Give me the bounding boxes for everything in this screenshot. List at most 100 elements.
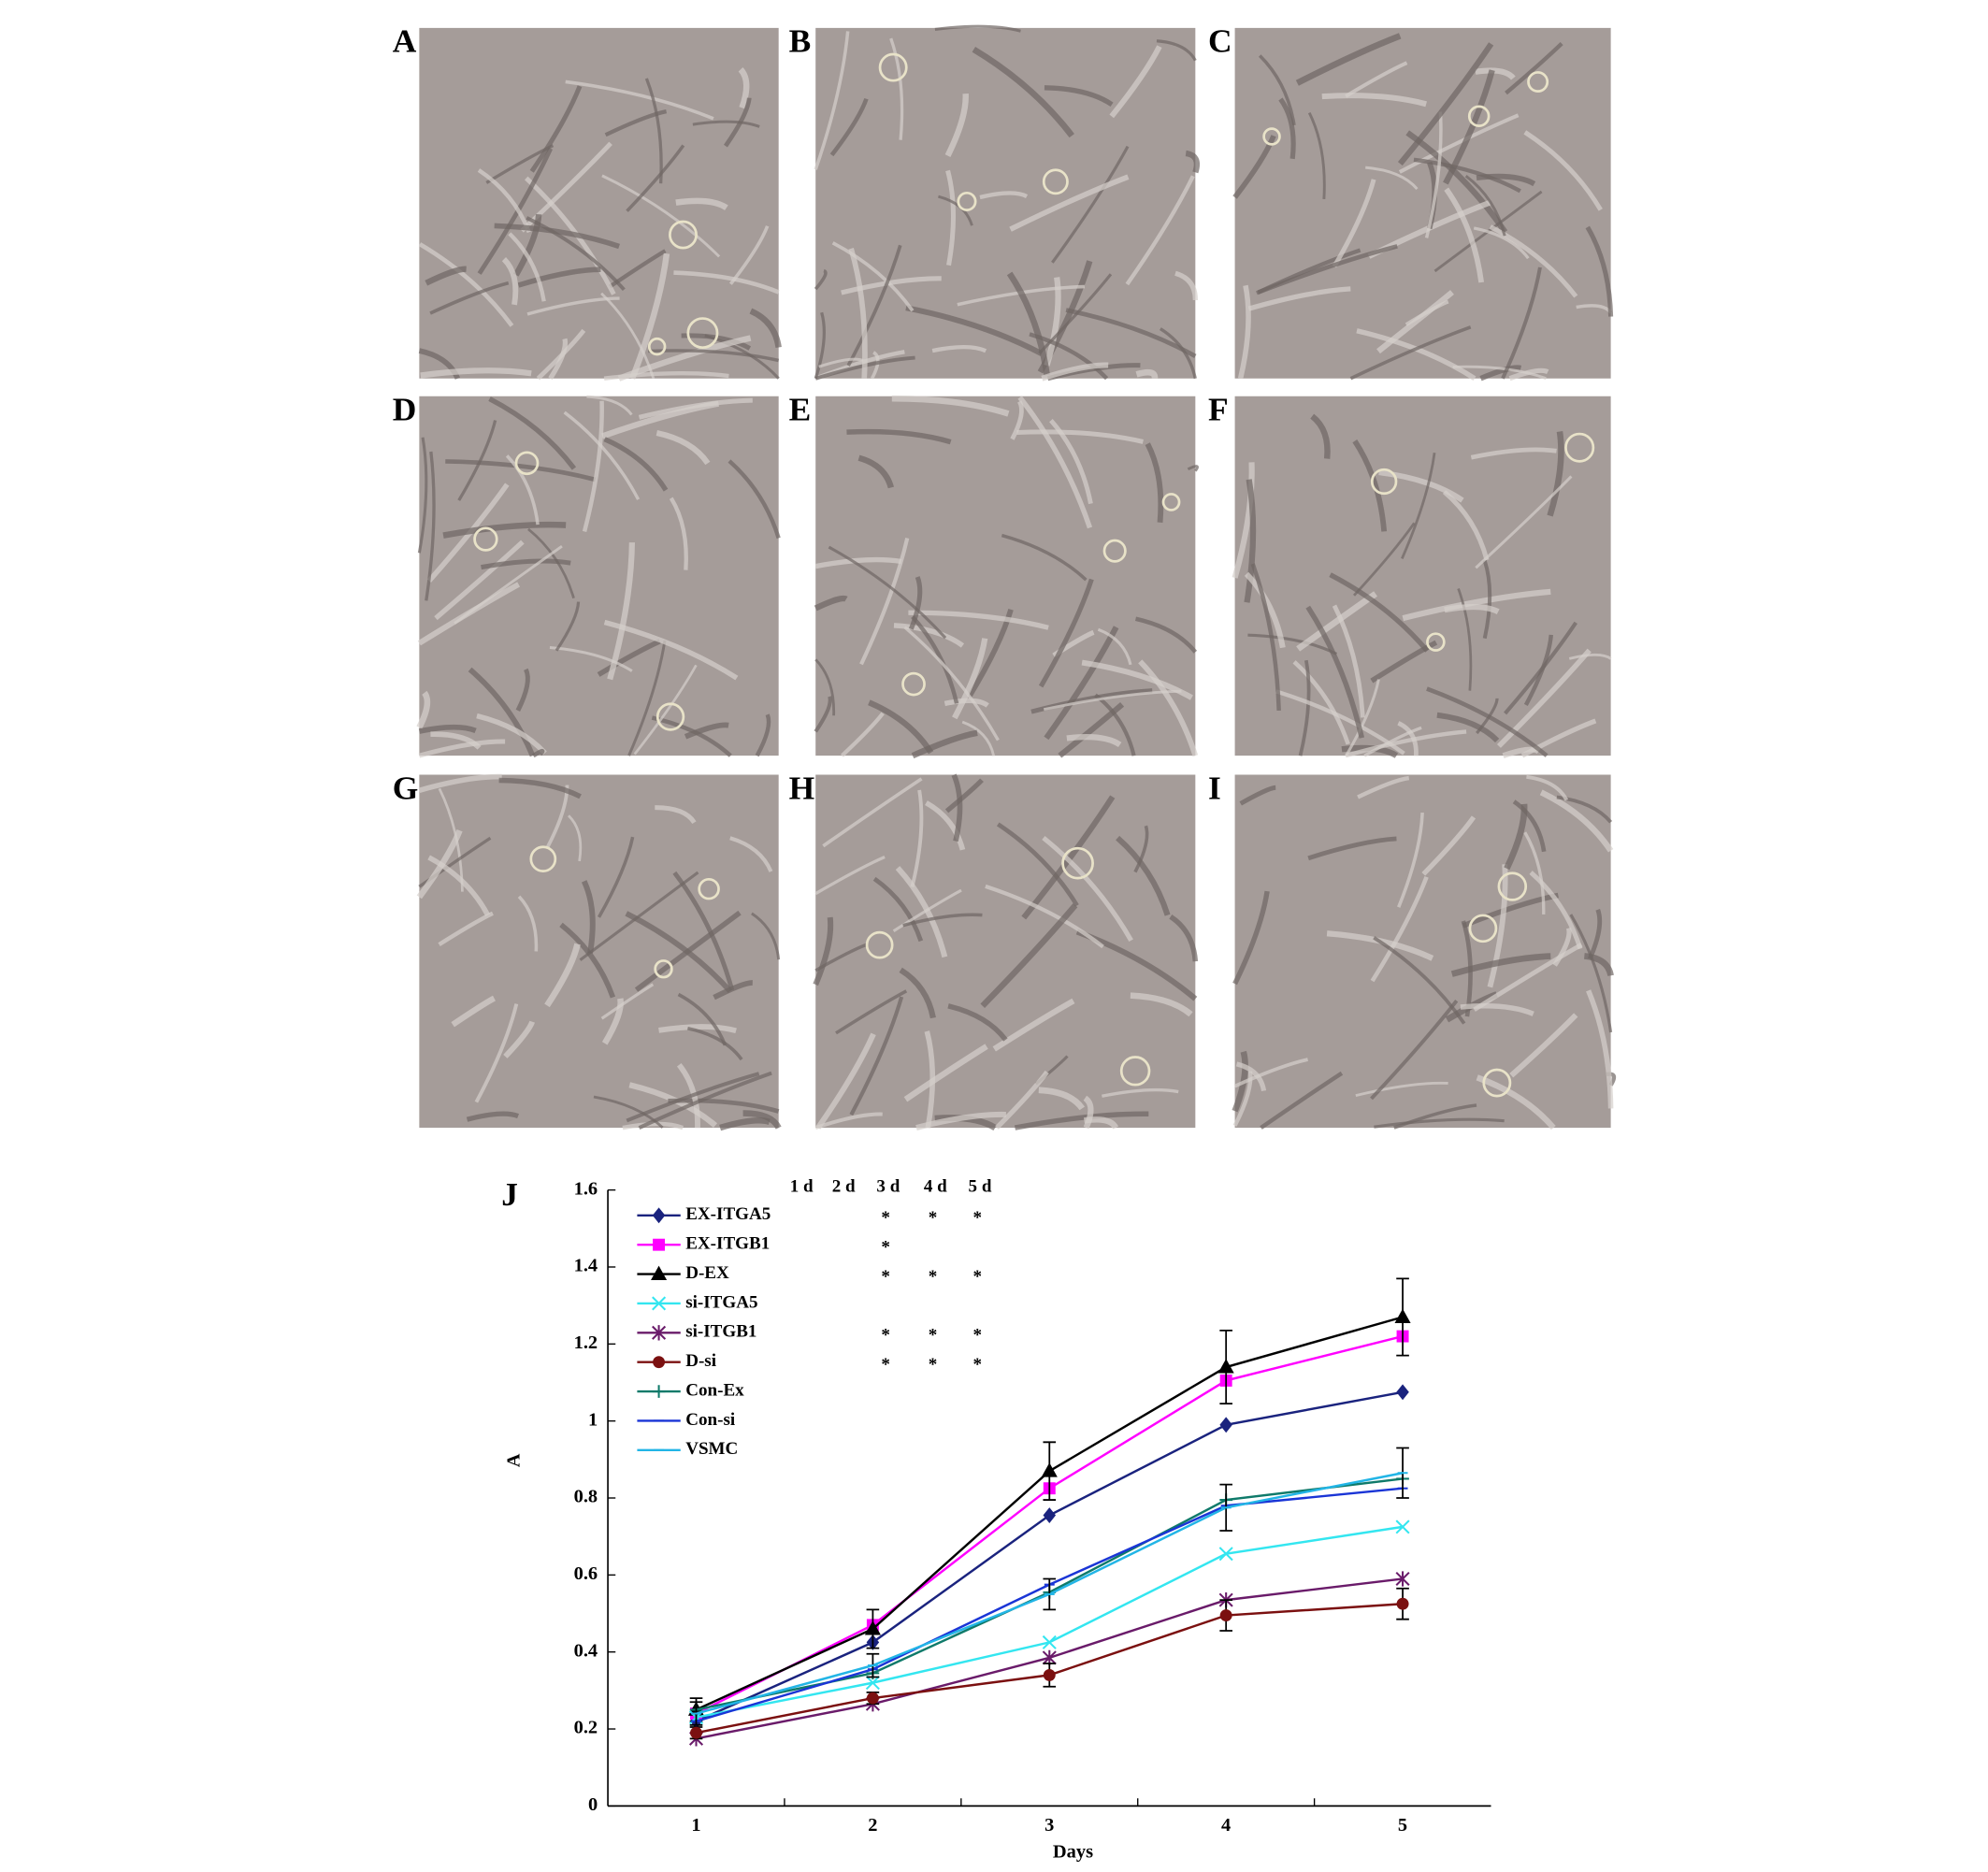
cell	[1587, 909, 1603, 960]
marker	[1219, 1609, 1232, 1622]
series	[688, 1519, 1410, 1725]
cell	[1505, 41, 1563, 95]
cell	[457, 420, 497, 501]
cell	[1332, 604, 1365, 718]
panel-label: J	[501, 1175, 518, 1213]
cell	[559, 922, 616, 999]
legend-marker	[652, 1207, 666, 1224]
cell	[626, 1072, 760, 1123]
cell	[1041, 362, 1109, 382]
cell	[1397, 721, 1419, 756]
cell-round	[514, 451, 540, 476]
cell	[501, 257, 519, 306]
cell	[931, 344, 987, 353]
cell	[727, 459, 781, 540]
cell	[1235, 1061, 1267, 1092]
cell	[749, 308, 782, 349]
cell	[1038, 273, 1113, 354]
cell	[673, 270, 780, 295]
cell	[889, 37, 904, 140]
cell	[1038, 1087, 1086, 1111]
micrograph	[419, 774, 779, 1129]
significance-mark: *	[881, 1208, 890, 1228]
cell	[902, 913, 983, 928]
panel-label: E	[789, 391, 812, 428]
cell	[420, 367, 532, 379]
cell	[704, 334, 780, 380]
cell	[1156, 39, 1197, 62]
cell	[603, 437, 669, 492]
cell	[1310, 413, 1331, 459]
cell	[517, 266, 601, 288]
cell	[597, 639, 661, 677]
marker	[1043, 1668, 1056, 1681]
cell	[586, 395, 633, 416]
x-tick-label: 2	[868, 1815, 877, 1836]
significance-mark: *	[881, 1355, 890, 1375]
cell	[1363, 726, 1422, 757]
cell	[494, 223, 621, 250]
cell	[934, 24, 1021, 33]
cell	[814, 31, 850, 170]
cell	[1345, 679, 1380, 756]
cell	[1473, 226, 1530, 260]
cell	[675, 197, 728, 210]
cell	[508, 232, 546, 302]
legend-label: Con-Ex	[685, 1380, 744, 1400]
cell	[1247, 286, 1351, 311]
cell	[814, 556, 902, 569]
cell-round	[1370, 468, 1398, 496]
cell	[822, 777, 923, 848]
cell	[1081, 659, 1193, 700]
cell	[1424, 111, 1443, 238]
cell	[1260, 1071, 1344, 1130]
cell	[1509, 1013, 1578, 1078]
cell	[529, 85, 583, 173]
cell	[818, 357, 864, 368]
cell	[445, 459, 597, 482]
cell	[891, 395, 1010, 417]
cell	[1134, 616, 1198, 654]
cell	[755, 713, 771, 757]
cell	[1583, 953, 1614, 977]
significance-mark: *	[973, 1355, 983, 1375]
cell	[505, 454, 540, 526]
cell	[1232, 462, 1255, 579]
cell	[813, 916, 834, 986]
cell	[1349, 325, 1472, 381]
y-tick-label: 0.4	[574, 1640, 598, 1661]
cell	[1475, 67, 1516, 80]
cell	[1489, 224, 1578, 298]
cell	[1352, 439, 1388, 532]
cell	[1006, 271, 1050, 376]
cell	[526, 216, 626, 292]
cell	[1504, 803, 1528, 871]
cell	[893, 623, 965, 648]
cell	[601, 174, 721, 258]
marker	[1217, 1359, 1234, 1374]
cell	[627, 640, 667, 756]
cell	[1130, 992, 1193, 1017]
y-tick-label: 0.2	[574, 1718, 598, 1738]
cell	[1258, 54, 1296, 126]
cell	[1305, 605, 1365, 739]
cell	[1042, 835, 1133, 943]
marker	[864, 1620, 881, 1635]
legend-label: EX-ITGB1	[685, 1234, 770, 1254]
cell	[1496, 648, 1592, 748]
cell	[972, 46, 1074, 138]
marker	[865, 1676, 880, 1691]
cell	[1232, 890, 1270, 986]
cell	[425, 451, 436, 601]
cell-round	[1467, 105, 1491, 127]
significance-mark: *	[929, 1326, 938, 1346]
cell	[1326, 930, 1434, 961]
marker	[866, 1692, 879, 1705]
cell	[1321, 93, 1427, 108]
cell	[1457, 588, 1473, 691]
cell	[1329, 572, 1430, 653]
cell	[1232, 1071, 1253, 1127]
panel-label: H	[789, 769, 815, 806]
cell	[442, 521, 567, 539]
cell	[634, 910, 742, 992]
